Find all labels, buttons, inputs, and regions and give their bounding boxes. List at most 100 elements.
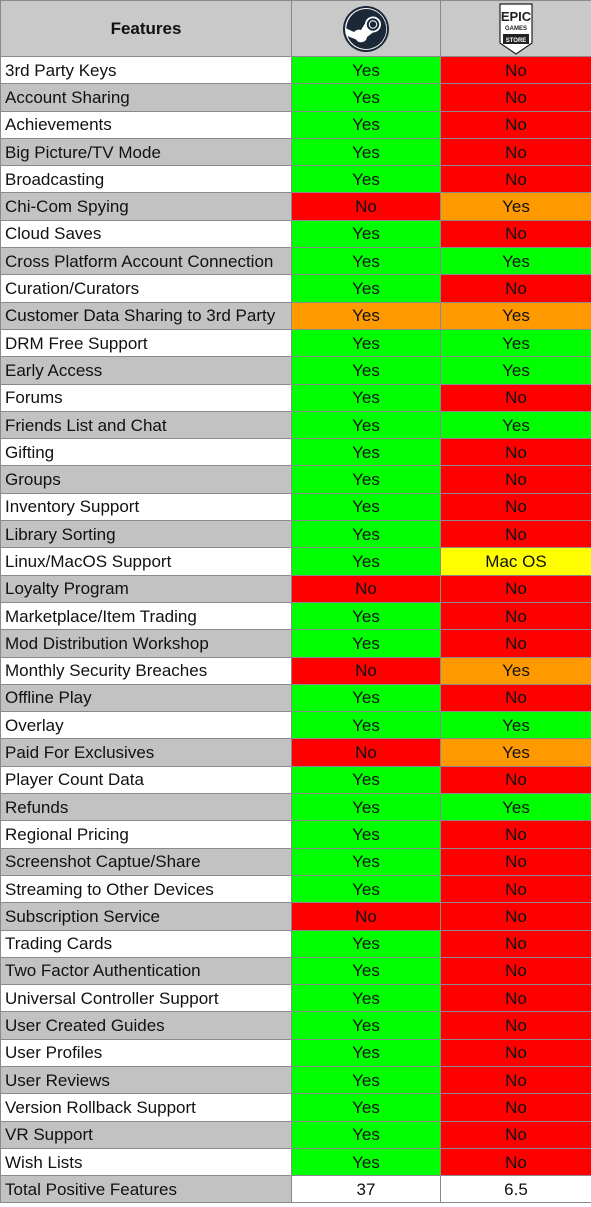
feature-label: Monthly Security Breaches [0,656,292,685]
table-row: Regional Pricing Yes No [0,820,591,849]
feature-label: 3rd Party Keys [0,55,292,85]
table-row: Offline Play Yes No [0,683,591,713]
steam-value: Yes [291,274,441,303]
epic-value: No [440,1147,591,1177]
steam-value: Yes [291,847,441,876]
epic-games-store-logo-icon: EPIC GAMES STORE [499,2,533,55]
epic-total: 6.5 [440,1175,591,1204]
steam-value: Yes [291,984,441,1013]
epic-value: No [440,847,591,876]
steam-value: Yes [291,929,441,958]
table-row: Loyalty Program No No [0,574,591,603]
table-row: Player Count Data Yes No [0,765,591,795]
epic-value: No [440,929,591,958]
feature-label: Library Sorting [0,520,292,549]
table-row: VR Support Yes No [0,1120,591,1149]
steam-value: Yes [291,110,441,139]
table-row: 3rd Party Keys Yes No [0,55,591,85]
feature-label: Regional Pricing [0,820,292,849]
steam-value: Yes [291,1093,441,1122]
feature-label: Cloud Saves [0,219,292,249]
total-row: Total Positive Features 37 6.5 [0,1175,591,1204]
steam-value: No [291,738,441,767]
feature-label: Two Factor Authentication [0,956,292,986]
table-row: Trading Cards Yes No [0,929,591,958]
feature-label: User Reviews [0,1065,292,1095]
epic-value: No [440,110,591,139]
epic-value: Yes [440,247,591,276]
feature-label: Mod Distribution Workshop [0,629,292,658]
table-row: Customer Data Sharing to 3rd Party Yes Yes [0,301,591,330]
epic-header: EPIC GAMES STORE [440,0,591,57]
steam-value: Yes [291,765,441,795]
steam-value: Yes [291,601,441,631]
epic-value: No [440,55,591,85]
feature-label: Customer Data Sharing to 3rd Party [0,301,292,330]
epic-value: No [440,956,591,986]
epic-value: Yes [440,711,591,740]
steam-value: No [291,656,441,685]
feature-label: Big Picture/TV Mode [0,137,292,167]
epic-value: No [440,984,591,1013]
table-row: User Profiles Yes No [0,1038,591,1067]
feature-label: Achievements [0,110,292,139]
epic-value: No [440,902,591,931]
table-row: Marketplace/Item Trading Yes No [0,601,591,631]
steam-value: Yes [291,820,441,849]
feature-label: Streaming to Other Devices [0,874,292,904]
epic-value: No [440,820,591,849]
epic-value: Yes [440,192,591,221]
feature-label: Screenshot Captue/Share [0,847,292,876]
table-row: Monthly Security Breaches No Yes [0,656,591,685]
table-row: Cloud Saves Yes No [0,219,591,249]
table-row: Linux/MacOS Support Yes Mac OS [0,547,591,576]
feature-label: Curation/Curators [0,274,292,303]
steam-value: Yes [291,711,441,740]
steam-total: 37 [291,1175,441,1204]
steam-value: No [291,192,441,221]
epic-value: No [440,765,591,795]
steam-value: Yes [291,1065,441,1095]
steam-header [291,0,441,57]
steam-value: Yes [291,1147,441,1177]
table-row: Two Factor Authentication Yes No [0,956,591,986]
epic-value: No [440,574,591,603]
epic-value: No [440,1120,591,1149]
steam-value: Yes [291,520,441,549]
steam-value: Yes [291,137,441,167]
steam-value: No [291,574,441,603]
feature-label: Version Rollback Support [0,1093,292,1122]
table-row: Account Sharing Yes No [0,83,591,112]
steam-value: Yes [291,301,441,330]
steam-logo-icon [343,5,389,52]
steam-value: Yes [291,1038,441,1067]
feature-label: Account Sharing [0,83,292,112]
total-label: Total Positive Features [0,1175,292,1204]
steam-value: Yes [291,465,441,494]
feature-label: VR Support [0,1120,292,1149]
table-row: DRM Free Support Yes Yes [0,328,591,358]
feature-label: Forums [0,383,292,412]
epic-value: No [440,83,591,112]
feature-label: Loyalty Program [0,574,292,603]
epic-value: Yes [440,328,591,358]
epic-value: No [440,465,591,494]
table-row: User Created Guides Yes No [0,1011,591,1040]
feature-label: Broadcasting [0,165,292,194]
epic-logo-text-games: GAMES [505,26,527,32]
feature-label: DRM Free Support [0,328,292,358]
header-row: Features EPIC GAMES STORE [0,0,591,57]
feature-label: Early Access [0,356,292,385]
steam-value: Yes [291,793,441,822]
table-row: Universal Controller Support Yes No [0,984,591,1013]
feature-label: Refunds [0,793,292,822]
table-row: Friends List and Chat Yes Yes [0,410,591,440]
feature-label: Wish Lists [0,1147,292,1177]
steam-value: Yes [291,956,441,986]
table-row: Streaming to Other Devices Yes No [0,874,591,904]
epic-value: No [440,219,591,249]
table-row: Cross Platform Account Connection Yes Yes [0,247,591,276]
epic-value: Mac OS [440,547,591,576]
table-row: Overlay Yes Yes [0,711,591,740]
table-row: Early Access Yes Yes [0,356,591,385]
